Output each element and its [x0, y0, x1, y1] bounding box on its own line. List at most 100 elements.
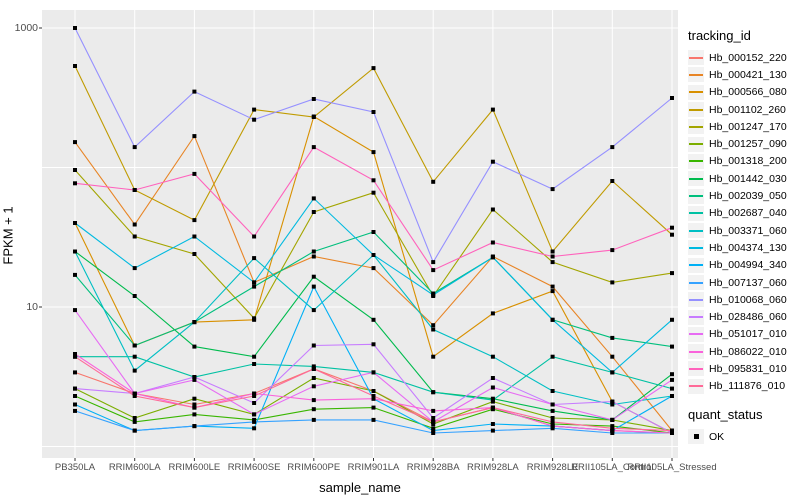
data-point: [431, 431, 436, 435]
data-point: [550, 408, 555, 413]
data-point: [610, 402, 615, 407]
data-point: [73, 370, 77, 375]
data-point: [311, 364, 316, 369]
data-point: [311, 417, 316, 422]
data-point: [132, 188, 137, 192]
legend-key-line-icon: [688, 378, 704, 394]
data-point: [490, 354, 495, 359]
legend-title-tracking-id: tracking_id: [688, 28, 751, 43]
data-point: [550, 260, 555, 265]
data-point: [252, 107, 257, 112]
data-point: [192, 424, 197, 429]
data-point: [550, 284, 555, 289]
legend-item-label: Hb_000566_080: [709, 86, 787, 99]
data-point: [311, 376, 316, 380]
x-tick-label-RRIM901LA: RRIM901LA: [347, 462, 400, 473]
data-point: [670, 386, 674, 391]
legend-item-Hb_000152_220: Hb_000152_220: [688, 49, 800, 66]
data-point: [670, 344, 674, 349]
legend-item-label: Hb_001257_090: [709, 138, 787, 151]
data-point: [610, 335, 615, 340]
data-point: [252, 316, 257, 321]
x-tick-label-RRIM600SE: RRIM600SE: [227, 462, 281, 473]
data-point: [490, 385, 495, 390]
data-point: [73, 249, 77, 254]
data-point: [610, 179, 615, 183]
data-point: [670, 317, 674, 322]
legend-item-Hb_000566_080: Hb_000566_080: [688, 84, 800, 101]
plot-panel-background: [42, 10, 678, 458]
data-point: [670, 225, 674, 230]
data-point: [192, 375, 197, 379]
data-point: [431, 422, 436, 426]
data-point: [371, 342, 376, 347]
x-tick-label-RRII105LA_Stressed: RRII105LA_Stressed: [627, 462, 717, 473]
data-point: [73, 64, 77, 68]
data-point: [431, 260, 436, 265]
legend-key-line-icon: [688, 223, 704, 239]
data-point: [132, 222, 137, 227]
data-point: [610, 370, 615, 375]
data-point: [192, 234, 197, 239]
data-point: [610, 417, 615, 422]
data-point: [610, 145, 615, 150]
legend-key-line-icon: [688, 344, 704, 360]
x-tick-label-RRIM600LE: RRIM600LE: [168, 462, 221, 473]
data-point: [550, 254, 555, 259]
data-point: [550, 416, 555, 420]
data-point: [311, 274, 316, 279]
data-point: [610, 354, 615, 359]
legend-item-Hb_003371_060: Hb_003371_060: [688, 222, 800, 239]
x-tick-label-RRIM600LA: RRIM600LA: [108, 462, 161, 473]
legend-item-Hb_004994_340: Hb_004994_340: [688, 257, 800, 274]
data-point: [550, 389, 555, 393]
legend-item-label: Hb_004374_130: [709, 241, 787, 254]
data-point: [192, 396, 197, 401]
data-point: [431, 426, 436, 431]
data-point: [431, 408, 436, 413]
data-point: [431, 416, 436, 420]
data-point: [610, 426, 615, 431]
data-point: [431, 428, 436, 433]
data-point: [431, 293, 436, 297]
x-tick-label-RRIM928BA: RRIM928BA: [406, 462, 460, 473]
data-point: [132, 234, 137, 239]
data-point: [311, 196, 316, 201]
data-point: [490, 255, 495, 260]
data-point: [670, 232, 674, 237]
legend-item-Hb_004374_130: Hb_004374_130: [688, 239, 800, 256]
legend-item-Hb_010068_060: Hb_010068_060: [688, 291, 800, 308]
data-point: [371, 389, 376, 393]
data-point: [132, 368, 137, 373]
data-point: [610, 428, 615, 433]
legend-item-label: OK: [709, 430, 725, 443]
data-point: [132, 354, 137, 359]
data-point: [490, 207, 495, 212]
legend-key-line-icon: [688, 309, 704, 325]
data-point: [73, 221, 77, 225]
legend-item-label: Hb_086022_010: [709, 345, 787, 358]
data-point: [311, 366, 316, 371]
legend-quant-status: quant_status OK: [688, 407, 800, 445]
data-point: [311, 384, 316, 389]
data-point: [431, 354, 436, 359]
data-point: [252, 280, 257, 285]
legend-key-line-icon: [688, 136, 704, 152]
data-point: [252, 401, 257, 405]
data-point: [252, 362, 257, 366]
data-point: [192, 218, 197, 223]
data-point: [252, 117, 257, 122]
data-point: [371, 110, 376, 114]
data-point: [73, 408, 77, 413]
data-point: [670, 372, 674, 377]
data-point: [311, 249, 316, 254]
data-point: [252, 234, 257, 239]
data-point: [371, 405, 376, 410]
data-point: [311, 97, 316, 101]
data-point: [311, 398, 316, 403]
data-point: [610, 280, 615, 285]
legend-key-line-icon: [688, 257, 704, 273]
data-point: [490, 398, 495, 403]
data-point: [550, 402, 555, 407]
